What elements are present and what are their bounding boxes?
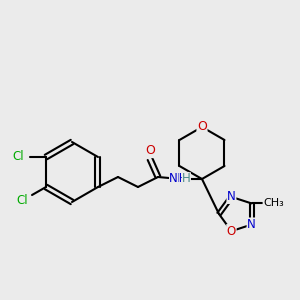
Text: NH: NH (171, 172, 189, 185)
Text: CH₃: CH₃ (263, 198, 284, 208)
Text: O: O (227, 225, 236, 238)
Text: Cl: Cl (12, 151, 24, 164)
Text: O: O (197, 121, 207, 134)
Text: Cl: Cl (16, 194, 28, 208)
Text: N: N (247, 218, 256, 231)
Text: H: H (182, 172, 191, 185)
Text: O: O (145, 145, 155, 158)
Text: N: N (169, 172, 178, 185)
Text: N: N (227, 190, 236, 203)
